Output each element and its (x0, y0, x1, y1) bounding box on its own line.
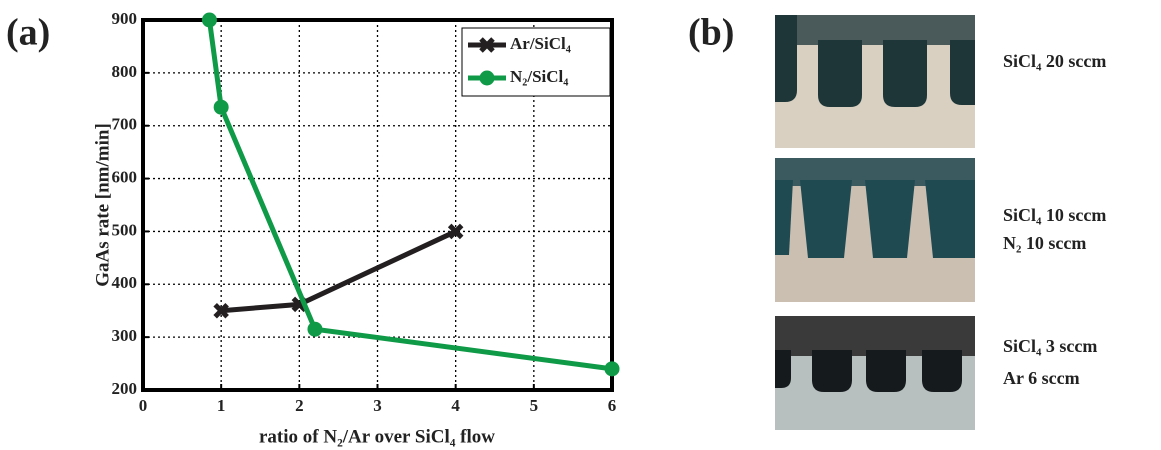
marker (213, 99, 229, 115)
y-tick-label: 800 (112, 62, 138, 81)
caption: SiCl₄ 10 sccm (1003, 205, 1106, 225)
y-tick-label: 500 (112, 220, 138, 239)
panel-label: (a) (6, 12, 50, 54)
caption: SiCl₄ 20 sccm (1003, 51, 1106, 71)
marker (213, 302, 229, 319)
legend-marker (479, 70, 495, 86)
caption: SiCl₄ 3 sccm (1003, 336, 1097, 356)
x-axis-label: ratio of N₂/Ar over SiCl₄ flow (259, 426, 495, 447)
marker (447, 223, 464, 240)
x-tick-label: 6 (608, 396, 617, 415)
plot-frame (141, 18, 614, 392)
x-tick-label: 0 (139, 396, 148, 415)
y-axis-label: GaAs rate [nm/min] (92, 123, 113, 287)
sem-image (775, 158, 975, 302)
marker (307, 321, 323, 337)
marker (604, 361, 620, 377)
caption: N₂ 10 sccm (1003, 233, 1086, 253)
x-tick-label: 1 (217, 396, 226, 415)
y-tick-label: 300 (112, 326, 138, 345)
series-line (206, 19, 613, 372)
y-tick-label: 600 (112, 167, 138, 186)
x-tick-label: 2 (295, 396, 304, 415)
y-tick-label: 700 (112, 115, 138, 134)
legend-marker (479, 37, 495, 53)
x-tick-label: 5 (530, 396, 539, 415)
series-line (220, 229, 457, 314)
y-tick-label: 200 (112, 379, 138, 398)
sem-image (775, 15, 975, 148)
legend-label: N₂/SiCl₄ (510, 67, 568, 86)
y-tick-label: 900 (112, 9, 138, 28)
marker (201, 12, 217, 28)
y-tick-label: 400 (112, 273, 138, 292)
x-tick-label: 4 (451, 396, 460, 415)
legend-label: Ar/SiCl₄ (510, 34, 571, 53)
caption: Ar 6 sccm (1003, 368, 1080, 388)
x-tick-label: 3 (373, 396, 382, 415)
panel-label: (b) (688, 12, 734, 54)
sem-image (775, 316, 975, 430)
